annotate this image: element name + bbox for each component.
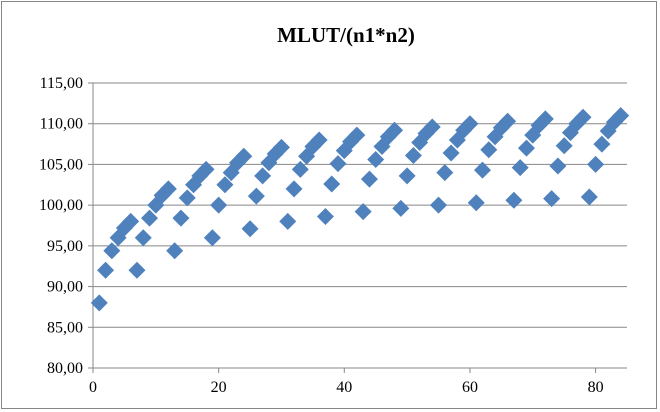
data-point-60 [467,194,485,212]
data-point-2 [103,242,121,260]
data-point-62 [480,141,498,159]
data-point-74 [555,137,573,155]
data-point-0 [90,294,108,312]
data-point-8 [141,209,159,227]
data-point-58 [455,121,473,139]
data-point-61 [474,161,492,179]
y-tick-label-6: 110,00 [40,116,83,133]
x-tick-label-4: 80 [588,379,604,396]
data-point-43 [360,170,378,188]
y-tick-labels: 80,00 85,00 90,00 95,00 100,00 105,00 110,00 11… [39,75,83,377]
data-point-77 [574,108,592,126]
data-point-72 [543,190,561,208]
data-point-14 [178,189,196,207]
data-point-29 [272,138,290,156]
data-point-80 [593,135,611,153]
axes [88,82,597,373]
data-point-23 [235,147,253,165]
data-point-54 [430,196,448,214]
y-tick-label-4: 100,00 [39,197,83,214]
y-tick-label-7: 115,00 [40,75,83,92]
data-point-18 [203,229,221,247]
data-point-35 [310,131,328,149]
data-point-75 [561,124,579,142]
y-tick-label-1: 85,00 [47,319,83,336]
data-point-48 [392,199,410,217]
data-point-24 [241,220,259,238]
data-point-30 [279,212,297,230]
data-point-56 [442,144,460,162]
x-tick-label-2: 40 [336,379,352,396]
x-tick-label-0: 0 [89,379,97,396]
data-point-81 [599,122,617,140]
data-point-6 [128,261,146,279]
data-point-73 [549,157,567,175]
data-point-47 [386,121,404,139]
data-point-1 [97,261,115,279]
y-tick-label-0: 80,00 [47,360,83,377]
data-point-67 [511,159,529,177]
data-point-17 [197,160,215,178]
data-point-7 [134,229,152,247]
data-point-37 [323,175,341,193]
data-point-38 [329,155,347,173]
x-tick-label-3: 60 [462,379,478,396]
data-point-55 [436,164,454,182]
gridlines [93,82,627,369]
data-point-5 [122,212,140,230]
data-point-25 [247,187,265,205]
data-point-12 [166,242,184,260]
data-point-19 [210,196,228,214]
y-tick-label-3: 95,00 [47,238,83,255]
data-point-49 [398,167,416,185]
x-tick-labels: 0 20 40 60 80 [89,379,604,396]
data-point-11 [159,180,177,198]
data-point-32 [291,160,309,178]
data-point-26 [254,167,272,185]
data-point-44 [367,151,385,169]
data-point-79 [587,155,605,173]
data-point-13 [172,209,190,227]
data-point-78 [580,188,598,206]
data-point-42 [354,203,372,221]
data-point-83 [612,107,630,125]
data-point-65 [499,112,517,130]
data-point-59 [461,115,479,133]
chart-title: MLUT/(n1*n2) [277,23,415,47]
data-points [90,107,630,312]
y-tick-label-2: 90,00 [47,279,83,296]
data-point-36 [316,208,334,226]
data-point-31 [285,180,303,198]
data-point-41 [348,126,366,144]
data-point-71 [536,110,554,128]
data-point-66 [505,191,523,209]
data-point-20 [216,176,234,194]
data-point-50 [404,146,422,164]
y-tick-label-5: 105,00 [39,156,83,173]
data-point-68 [517,139,535,157]
data-point-53 [423,118,441,136]
x-tick-label-1: 20 [211,379,227,396]
